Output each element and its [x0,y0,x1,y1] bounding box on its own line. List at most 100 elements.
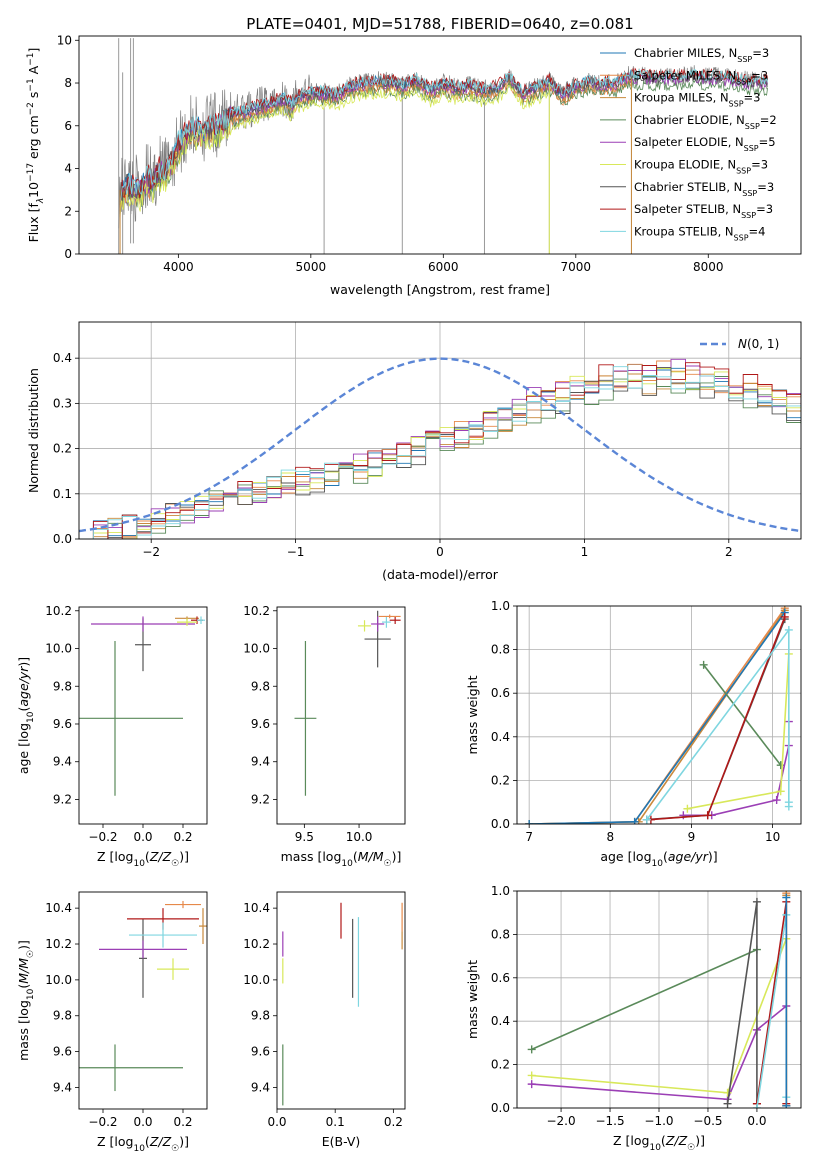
y-tick-label: 0.2 [53,442,72,456]
label-part: )] [16,940,31,950]
weight-marker-chabrier-miles [525,820,534,824]
legend-sub: SSP [745,121,760,130]
y-tick-label: 9.2 [251,792,270,806]
y-label-part: 10 [26,182,41,198]
y-tick-label: 9.8 [251,1009,270,1023]
x-tick-label: 1 [581,545,589,559]
legend-label-chabrier-miles: Chabrier MILES, NSSP=3 [634,46,769,64]
legend-label-normal: N(0, 1) [738,337,779,351]
hist-kroupa-elodie [79,368,801,539]
x-tick-label: −0.2 [88,830,117,844]
weight-marker-chabrier-elodie [776,761,785,770]
x-tick-label: 8 [606,830,614,844]
y-tick-label: 9.8 [251,679,270,693]
label-part: ☉ [171,859,179,869]
plot-area [282,902,403,1106]
label-part: )] [179,849,189,864]
x-tick-label: 2 [725,545,733,559]
legend-name: Chabrier MILES, N [634,46,737,60]
y-tick-label: 9.2 [53,792,72,806]
label-part: E(B-V) [322,1134,361,1149]
y-tick-label: 10.0 [243,973,270,987]
weight-marker-chabrier-miles [630,817,639,824]
x-tick-label: 6000 [428,260,459,274]
y-tick-label: 0.4 [53,351,72,365]
x-tick-label: 10.0 [346,830,373,844]
label-part: age/yr [16,666,31,707]
x-tick-label: −2 [142,545,160,559]
legend-sub: SSP [744,144,759,153]
y-tick-label: 9.4 [53,1080,72,1094]
y-label-part: λ [36,198,46,204]
y-tick-label: 10.2 [45,937,72,951]
y-tick-label: 9.4 [53,755,72,769]
y-tick-label: 0.2 [491,773,510,787]
label-part: ☉ [26,950,36,958]
y-tick-label: 0.0 [491,1101,510,1115]
y-tick-label: 10.0 [243,642,270,656]
legend-count: =2 [760,113,777,127]
x-tick-label: 0.2 [173,1115,192,1129]
plot-area [527,891,791,1108]
legend-sub: SSP [741,211,756,220]
legend-label-kroupa-elodie: Kroupa ELODIE, NSSP=3 [634,158,768,176]
label-part: Z/Z [665,1133,688,1148]
label-part: ( [16,707,31,712]
label-part: Z [log [613,1133,649,1148]
y-tick-label: 0.8 [491,927,510,941]
weight-marker-chabrier-elodie [699,660,708,669]
weight-marker-salpeter-elodie [772,796,781,805]
y-tick-label: 9.6 [53,717,72,731]
y-tick-label: 9.4 [251,1080,270,1094]
hist-chabrier-elodie [79,376,801,539]
legend-part: (0, 1) [747,337,779,351]
legend-count: =3 [752,46,769,60]
weight-marker-chabrier-elodie [527,1045,536,1054]
x-tick-label: 0.0 [133,830,152,844]
y-tick-label: 0.2 [491,1058,510,1072]
x-tick-label: 0.1 [326,1115,345,1129]
y-axis-label: Flux [fλ10−17 erg cm−2 s−1 A−1] [26,48,46,243]
legend-name: Kroupa ELODIE, N [634,158,736,172]
y-tick-label: 10 [57,33,72,47]
label-part: age [log [600,849,651,864]
label-part: age [log [16,723,31,774]
label-part: 10 [341,859,353,869]
x-tick-label: 0 [436,545,444,559]
label-part: ( [145,1134,150,1149]
legend-count: =3 [757,180,774,194]
y-tick-label: 0.1 [53,487,72,501]
x-tick-label: 0.0 [267,1115,286,1129]
label-part: 10 [133,859,145,869]
plot-area [525,606,793,824]
legend-count: =3 [744,91,761,105]
y-tick-label: 10.4 [45,901,72,915]
label-part: M/M [358,849,384,864]
x-tick-label: 10 [765,830,780,844]
y-tick-label: 0.0 [491,817,510,831]
y-tick-label: 8 [64,76,72,90]
x-axis-label: E(B-V) [322,1134,361,1149]
x-tick-label: 5000 [296,260,327,274]
y-tick-label: 10.2 [243,937,270,951]
label-part: 10 [649,1143,661,1153]
x-tick-label: 4000 [163,260,194,274]
label-part: )] [179,1134,189,1149]
plot-area [118,38,769,254]
x-axis-label: Z [log10(Z/Z☉)] [613,1133,705,1153]
weight-marker-kroupa-elodie [723,1088,732,1097]
x-tick-label: 8000 [693,260,724,274]
label-part: )] [708,849,718,864]
hist-chabrier-miles [79,363,801,539]
x-axis-label: age [log10(age/yr)] [600,849,717,869]
y-tick-label: 0.4 [491,1014,510,1028]
x-tick-label: −1.0 [644,1114,673,1128]
residuals-panel: −2 −1 0 1 2 0.0 0.1 0.2 0.3 0.4 N(0, 1) (data-model… [26,321,802,582]
weight-marker-chabrier-stelib [723,1099,732,1108]
y-label-part: −2 [26,102,36,115]
plot-area [79,900,207,1092]
axes-frame [516,605,802,825]
y-tick-label: 10.0 [45,973,72,987]
y-label-part: A [26,65,41,78]
